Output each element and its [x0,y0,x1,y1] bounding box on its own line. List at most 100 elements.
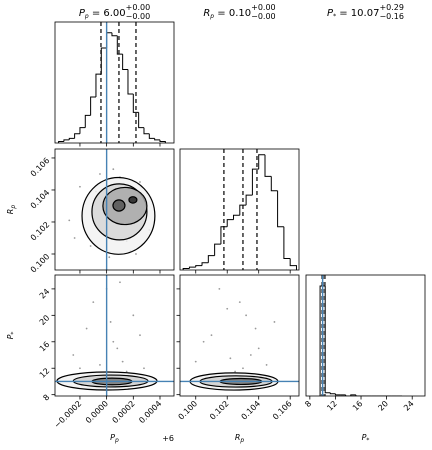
sample-point [218,287,221,290]
x-axis-label: Rp [235,433,245,444]
histogram-bin [289,258,297,270]
histogram-bin [154,138,160,141]
panel: 0.100 0.102 0.104 0.106 Rp [176,274,300,444]
histogram-bin [122,54,128,70]
y-tick-label: 16 [38,340,52,354]
title-lower: −0.16 [379,12,404,21]
y-tick-label: 8 [41,393,51,403]
x-tick-label: 16 [351,399,365,413]
x-tick-label: 0.106 [271,399,294,422]
subscript: * [10,332,17,335]
histogram-bin [159,139,166,143]
histogram-bin [148,133,155,139]
histogram-bin [251,168,259,196]
axes-frame [305,274,426,397]
sample-point [242,367,244,370]
subscript: * [366,437,369,444]
histogram-bin [106,32,112,49]
y-tick-label: 0.104 [29,188,52,211]
x-tick-label: 0.104 [240,399,263,422]
x-tick-label: 8 [303,399,313,409]
histogram-bin [63,139,70,142]
histogram-bin [345,394,351,396]
histogram-bin [239,204,247,216]
sample-point [99,364,101,366]
x-tick-label: 20 [376,399,390,413]
histogram-bin [195,265,203,268]
subscript: p [239,437,244,444]
y-tick-label: 0.102 [29,220,52,243]
axes-frame [54,148,175,271]
sample-point [116,347,119,350]
symbol: R [235,433,241,442]
sample-point [238,301,241,304]
x-tick-label: −0.0002 [52,399,83,430]
axis-offset: +6 [162,434,174,443]
sample-point [79,185,81,188]
histogram-bin [283,226,291,259]
symbol: P [362,433,367,442]
title-lower: −0.00 [251,12,276,21]
sample-point [73,237,76,239]
y-axis-label: Rp [6,205,17,215]
sample-point [257,347,260,350]
x-tick-label: 0.102 [208,399,231,422]
histogram-bin [127,69,134,95]
title-lower: −0.00 [126,12,151,21]
sample-point [109,321,112,323]
x-tick-label: 12 [325,399,339,413]
contour-level [128,196,138,204]
histogram-bin [90,96,96,116]
axes-frame [179,148,300,271]
histogram-bin [355,394,362,396]
symbol: P [327,8,334,19]
sample-point [249,354,252,356]
sample-point [89,245,92,247]
histogram-bin [138,112,144,129]
subscript: p [10,205,17,210]
histogram-bin [214,243,221,256]
sample-point [139,334,141,337]
sample-point [132,314,135,317]
sample-point [210,334,213,337]
x-axis-label: P* [362,433,370,444]
sample-point [112,340,115,343]
histogram-bin [143,127,150,135]
sample-point [119,281,121,284]
histogram-bin [334,393,341,396]
title-value: = 10.07 [336,8,379,19]
sample-point [234,370,236,373]
symbol: P [110,433,115,442]
histogram-bin [111,32,118,37]
histogram-bin [100,47,107,75]
panel: Rp = 0.10+0.00−0.00 [179,3,300,274]
panel: Pp = 6.00+0.00−0.00 [54,3,175,147]
sample-point [202,340,205,343]
histogram-bin [258,154,265,170]
y-tick-label: 20 [38,313,52,327]
plot-area [182,149,297,270]
sample-point [135,253,137,255]
histogram-bin [233,214,240,220]
histogram-bin [74,133,80,139]
y-tick-label: 24 [38,287,52,301]
sample-point [108,256,111,259]
title-value: = 0.10 [214,8,251,19]
panel-title: P* = 10.07 [327,8,379,20]
sample-point [226,307,229,310]
y-axis-label: P* [6,332,17,340]
sample-point [121,360,124,363]
sample-point [229,357,232,360]
symbol: R [203,8,210,19]
histogram-bin [95,73,102,98]
histogram-bin [182,268,190,270]
axes-frame [54,21,175,144]
subscript: p [84,13,89,20]
histogram-bin [264,154,272,177]
histogram-bin [58,140,64,143]
histogram-bin [220,226,228,245]
sample-point [92,301,95,304]
